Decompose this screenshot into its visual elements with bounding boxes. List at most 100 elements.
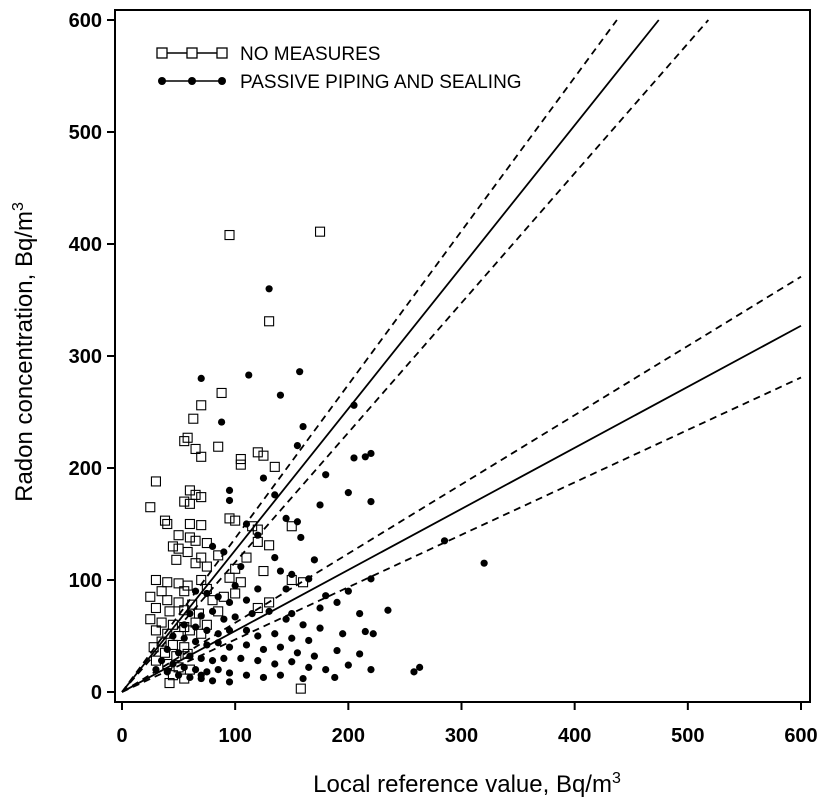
point-passive-piping-sealing xyxy=(242,671,251,679)
y-tick-label: 300 xyxy=(69,346,102,368)
point-passive-piping-sealing xyxy=(180,621,188,629)
point-passive-piping-sealing xyxy=(214,630,222,638)
point-no-measures xyxy=(264,316,275,327)
point-passive-piping-sealing xyxy=(316,604,324,612)
point-passive-piping-sealing xyxy=(186,652,194,660)
point-passive-piping-sealing xyxy=(217,418,226,426)
point-passive-piping-sealing xyxy=(259,673,268,682)
point-passive-piping-sealing xyxy=(299,621,307,629)
point-passive-piping-sealing xyxy=(331,673,339,682)
point-passive-piping-sealing xyxy=(248,610,256,618)
legend-marker-square xyxy=(186,47,198,59)
point-passive-piping-sealing xyxy=(203,626,211,635)
point-no-measures xyxy=(252,447,263,458)
point-passive-piping-sealing xyxy=(316,624,324,632)
point-no-measures xyxy=(224,229,235,241)
point-passive-piping-sealing xyxy=(254,632,262,640)
point-no-measures xyxy=(295,683,306,694)
point-passive-piping-sealing xyxy=(208,607,217,615)
point-passive-piping-sealing xyxy=(242,626,251,635)
point-no-measures xyxy=(173,530,184,541)
point-passive-piping-sealing xyxy=(158,657,166,665)
fit-line-passive-lower xyxy=(121,376,802,693)
point-no-measures xyxy=(150,476,161,487)
point-no-measures xyxy=(182,546,193,558)
point-no-measures xyxy=(201,561,212,572)
x-axis-title: Local reference value, Bq/m3 xyxy=(313,770,621,798)
point-passive-piping-sealing xyxy=(225,669,234,677)
legend-marker-dot xyxy=(158,77,166,85)
point-passive-piping-sealing xyxy=(367,498,375,506)
point-passive-piping-sealing xyxy=(288,634,296,642)
x-tick-label: 300 xyxy=(445,725,478,747)
y-axis-title: Radon concentration, Bq/m3 xyxy=(10,202,38,502)
point-passive-piping-sealing xyxy=(361,627,369,636)
point-no-measures xyxy=(196,574,207,586)
point-no-measures xyxy=(179,642,190,653)
point-passive-piping-sealing xyxy=(197,671,205,679)
point-no-measures xyxy=(190,489,201,500)
point-passive-piping-sealing xyxy=(339,630,347,638)
point-no-measures xyxy=(150,625,161,636)
point-no-measures xyxy=(182,432,193,443)
point-passive-piping-sealing xyxy=(480,559,488,567)
point-passive-piping-sealing xyxy=(203,641,211,649)
point-passive-piping-sealing xyxy=(356,650,364,658)
point-no-measures xyxy=(269,461,280,472)
x-tick-label: 0 xyxy=(116,725,127,747)
point-passive-piping-sealing xyxy=(254,657,262,665)
point-passive-piping-sealing xyxy=(293,518,302,526)
point-passive-piping-sealing xyxy=(322,592,330,600)
point-passive-piping-sealing xyxy=(208,677,217,685)
point-passive-piping-sealing xyxy=(197,612,205,620)
point-passive-piping-sealing xyxy=(305,663,313,671)
y-tick-label: 500 xyxy=(69,122,102,144)
point-passive-piping-sealing xyxy=(316,501,324,509)
point-passive-piping-sealing xyxy=(367,666,375,674)
point-passive-piping-sealing xyxy=(333,646,341,655)
point-no-measures xyxy=(230,588,241,599)
point-passive-piping-sealing xyxy=(271,630,279,638)
point-passive-piping-sealing xyxy=(271,554,279,562)
point-passive-piping-sealing xyxy=(169,660,177,668)
point-no-measures xyxy=(145,614,156,625)
point-no-measures xyxy=(264,597,275,608)
point-no-measures xyxy=(184,498,195,509)
point-passive-piping-sealing xyxy=(276,567,285,575)
point-passive-piping-sealing xyxy=(310,556,318,564)
fit-line-passive-fit xyxy=(121,324,802,693)
point-no-measures xyxy=(224,572,235,583)
point-passive-piping-sealing xyxy=(288,658,296,666)
point-passive-piping-sealing xyxy=(416,663,424,671)
point-passive-piping-sealing xyxy=(231,613,239,621)
point-passive-piping-sealing xyxy=(225,678,234,686)
point-no-measures xyxy=(179,436,190,447)
point-passive-piping-sealing xyxy=(225,643,234,651)
point-passive-piping-sealing xyxy=(305,636,313,645)
point-no-measures xyxy=(167,639,178,651)
point-passive-piping-sealing xyxy=(254,531,262,539)
point-no-measures xyxy=(164,677,175,689)
point-no-measures xyxy=(264,540,275,551)
point-no-measures xyxy=(173,543,184,554)
point-no-measures xyxy=(196,520,207,531)
point-no-measures xyxy=(159,515,171,526)
point-passive-piping-sealing xyxy=(174,671,183,679)
point-passive-piping-sealing xyxy=(197,374,205,382)
point-no-measures xyxy=(235,453,246,465)
point-passive-piping-sealing xyxy=(276,671,285,679)
point-passive-piping-sealing xyxy=(361,453,369,461)
point-passive-piping-sealing xyxy=(174,649,183,657)
point-passive-piping-sealing xyxy=(203,589,211,598)
point-no-measures xyxy=(164,606,175,617)
point-passive-piping-sealing xyxy=(254,585,262,593)
point-passive-piping-sealing xyxy=(259,474,268,482)
legend-item-no-measures: NO MEASURES xyxy=(156,44,380,65)
point-no-measures xyxy=(230,515,241,526)
y-tick-label: 200 xyxy=(69,458,102,480)
x-tick-label: 200 xyxy=(332,725,365,747)
point-no-measures xyxy=(156,586,167,597)
point-passive-piping-sealing xyxy=(191,623,200,631)
point-passive-piping-sealing xyxy=(214,666,222,674)
point-no-measures xyxy=(196,400,207,411)
